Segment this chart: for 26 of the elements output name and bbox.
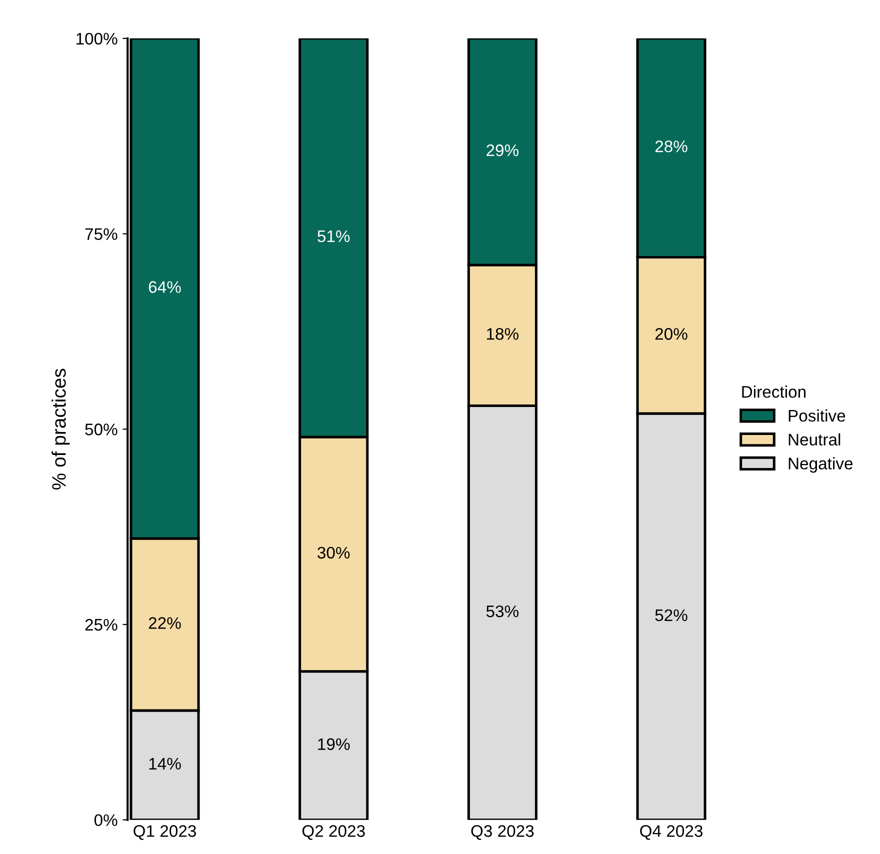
y-tick-label: 100% — [76, 32, 118, 45]
x-tick-label: Q1 2023 — [134, 825, 196, 840]
data-label: 28% — [655, 140, 688, 152]
y-tick-label: 50% — [85, 424, 118, 436]
legend-title: Direction — [742, 386, 806, 398]
data-label: 30% — [318, 546, 350, 559]
data-label: 19% — [318, 738, 350, 750]
y-tick-label: 25% — [85, 618, 118, 631]
legend-label: Neutral — [788, 433, 840, 446]
y-tick-label: 0% — [94, 814, 118, 826]
data-label: 53% — [486, 605, 519, 618]
legend-label: Positive — [788, 409, 846, 422]
data-label: 51% — [318, 230, 350, 242]
data-label: 52% — [655, 609, 688, 622]
data-label: 64% — [148, 281, 181, 293]
data-label: 18% — [487, 328, 519, 340]
x-tick-label: Q4 2023 — [640, 825, 702, 840]
data-label: 14% — [149, 758, 181, 770]
x-tick-label: Q3 2023 — [471, 825, 534, 840]
data-label: 29% — [486, 144, 519, 156]
y-axis-title: % of practices — [52, 368, 70, 490]
y-tick-label: 75% — [85, 228, 118, 240]
x-tick-label: Q2 2023 — [302, 825, 365, 840]
data-label: 22% — [148, 617, 181, 629]
legend-label: Negative — [788, 457, 853, 473]
data-label: 20% — [655, 328, 688, 340]
